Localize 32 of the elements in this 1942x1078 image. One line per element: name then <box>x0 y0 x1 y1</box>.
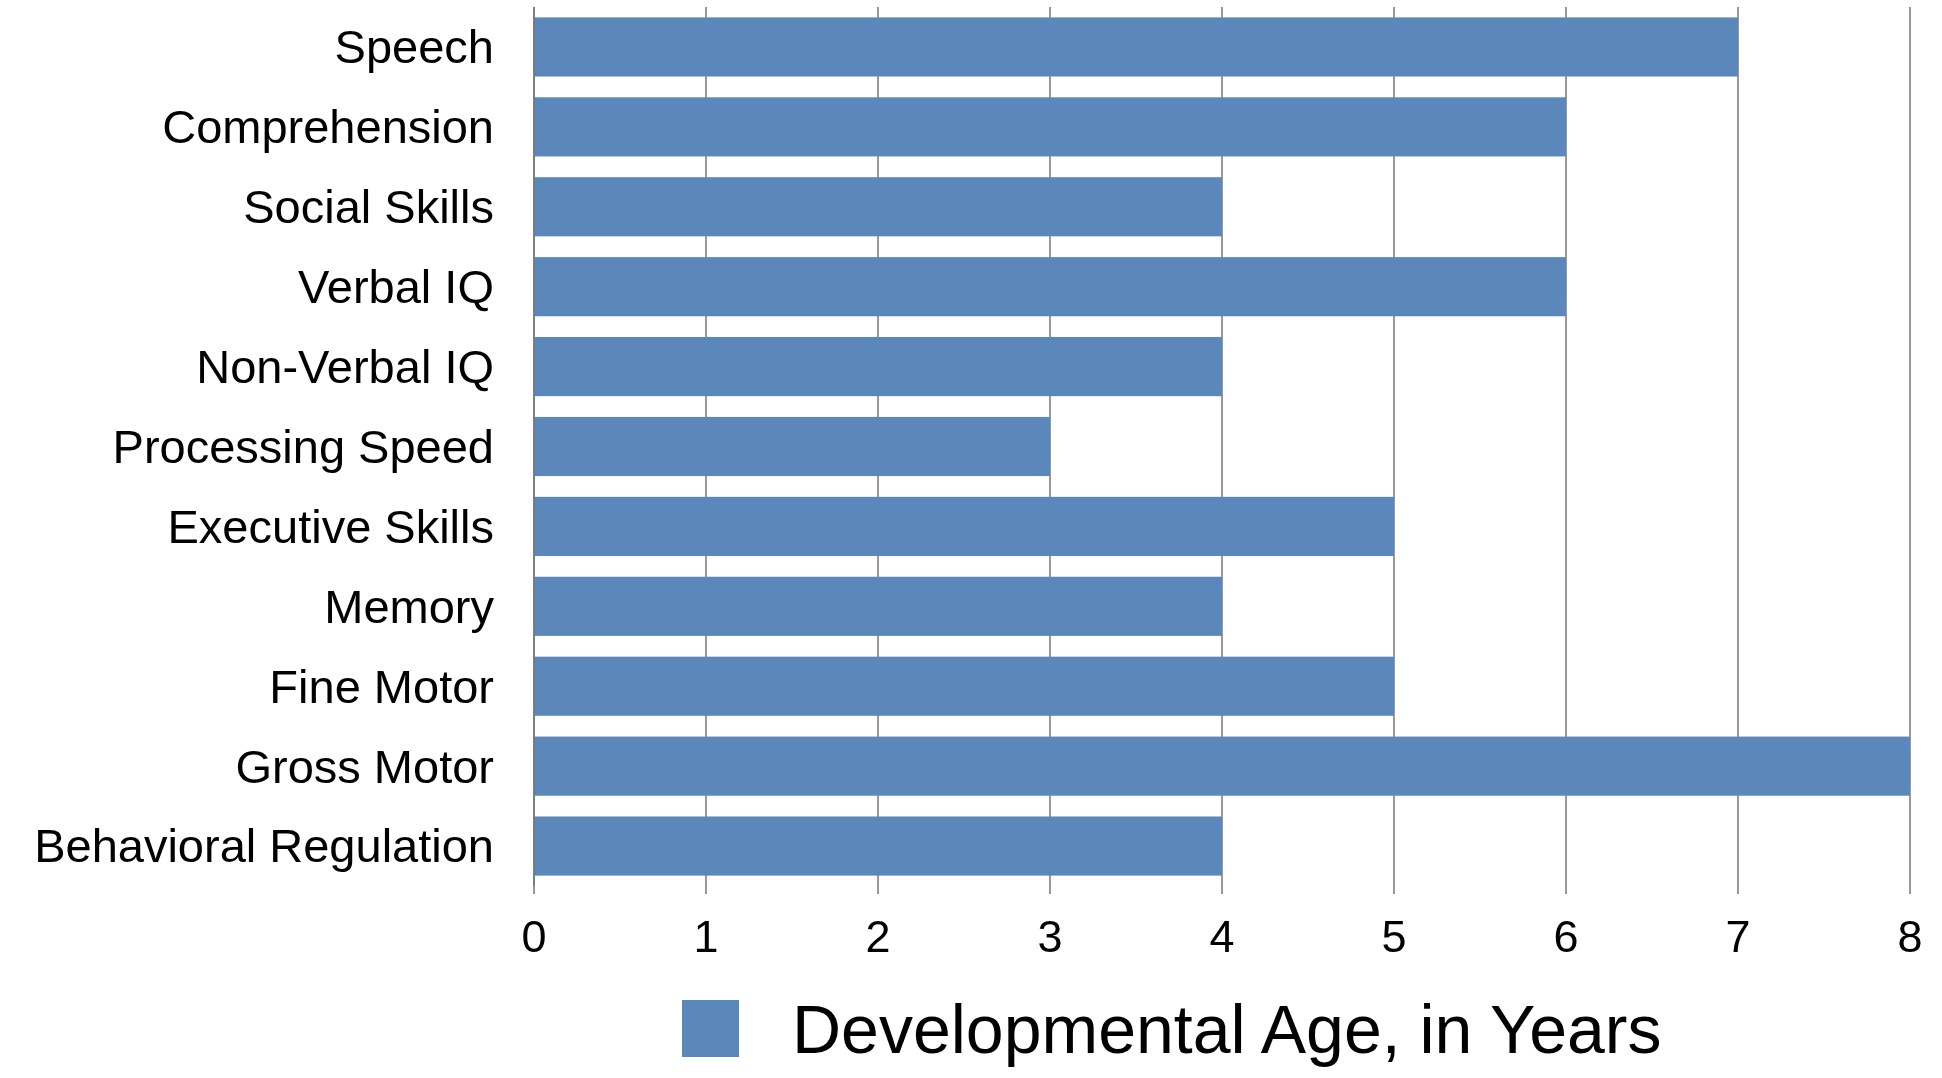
x-tick-label: 6 <box>1553 910 1579 962</box>
bar <box>534 736 1910 796</box>
bar <box>534 576 1222 636</box>
bar <box>534 17 1738 77</box>
x-tick-label: 3 <box>1037 910 1063 962</box>
bar <box>534 97 1566 157</box>
x-tick-label: 5 <box>1381 910 1407 962</box>
y-tick-label: Verbal IQ <box>298 260 494 314</box>
y-tick-label: Executive Skills <box>167 499 494 553</box>
y-tick-label: Speech <box>334 20 494 74</box>
y-tick-label: Fine Motor <box>269 659 494 713</box>
x-tick-label: 2 <box>865 910 891 962</box>
y-tick-label: Social Skills <box>243 180 494 234</box>
bar <box>534 177 1222 237</box>
y-tick-label: Behavioral Regulation <box>34 819 494 873</box>
bar <box>534 816 1222 876</box>
bar <box>534 257 1566 317</box>
x-tick-label: 8 <box>1897 910 1923 962</box>
bar <box>534 496 1394 556</box>
x-tick-label: 4 <box>1209 910 1235 962</box>
y-tick-label: Processing Speed <box>112 419 494 473</box>
y-tick-label: Memory <box>324 579 495 633</box>
x-tick-label: 0 <box>521 910 547 962</box>
y-tick-label: Gross Motor <box>235 739 494 793</box>
x-tick-label: 7 <box>1725 910 1751 962</box>
legend-label: Developmental Age, in Years <box>792 990 1662 1067</box>
bar <box>534 416 1050 477</box>
y-tick-label: Comprehension <box>162 100 494 154</box>
x-tick-label: 1 <box>693 910 719 962</box>
bar <box>534 656 1394 716</box>
bar <box>534 337 1222 397</box>
y-tick-label: Non-Verbal IQ <box>196 340 494 394</box>
